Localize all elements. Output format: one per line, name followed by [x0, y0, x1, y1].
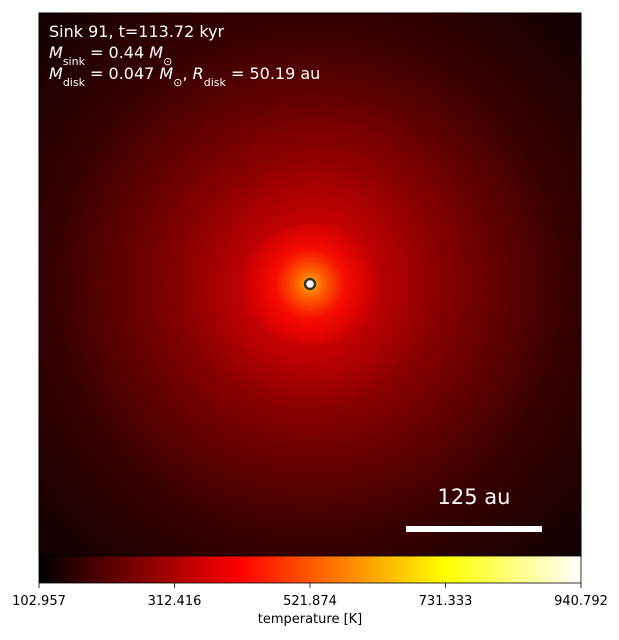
annotation-part: ⊙ — [173, 76, 182, 89]
annotation-part: sink — [63, 55, 86, 68]
scale-bar-label: 125 au — [438, 485, 511, 509]
annotation-part: M — [149, 43, 163, 62]
annotation-part: R — [193, 64, 204, 83]
annotation-part: = 0.047 — [85, 64, 159, 83]
annotation-part: Sink 91, t=113.72 kyr — [49, 22, 225, 41]
scale-bar — [406, 526, 542, 532]
colorbar — [38, 555, 582, 584]
annotation-part: ⊙ — [163, 55, 172, 68]
colorbar-label: temperature [K] — [258, 612, 363, 627]
colorbar-tick-label: 940.792 — [554, 594, 608, 609]
colorbar-tick-label: 312.416 — [148, 594, 202, 609]
annotation-part: = 50.19 au — [226, 64, 320, 83]
colorbar-tick-label: 102.957 — [12, 594, 66, 609]
annotation-part: disk — [204, 76, 227, 89]
sink-marker — [303, 277, 317, 291]
heatmap-image — [39, 13, 581, 556]
annotation-part: M — [49, 43, 63, 62]
annotation-part: M — [159, 64, 173, 83]
annotation-part: M — [49, 64, 63, 83]
annotation-line: Mdisk = 0.047 M⊙, Rdisk = 50.19 au — [49, 64, 320, 89]
annotation-line: Sink 91, t=113.72 kyr — [49, 22, 225, 41]
annotation-part: , — [182, 64, 192, 83]
annotation-line: Msink = 0.44 M⊙ — [49, 43, 172, 68]
colorbar-tick-label: 521.874 — [283, 594, 337, 609]
annotation-part: disk — [63, 76, 86, 89]
colorbar-tick-label: 731.333 — [419, 594, 473, 609]
annotation-part: = 0.44 — [85, 43, 149, 62]
